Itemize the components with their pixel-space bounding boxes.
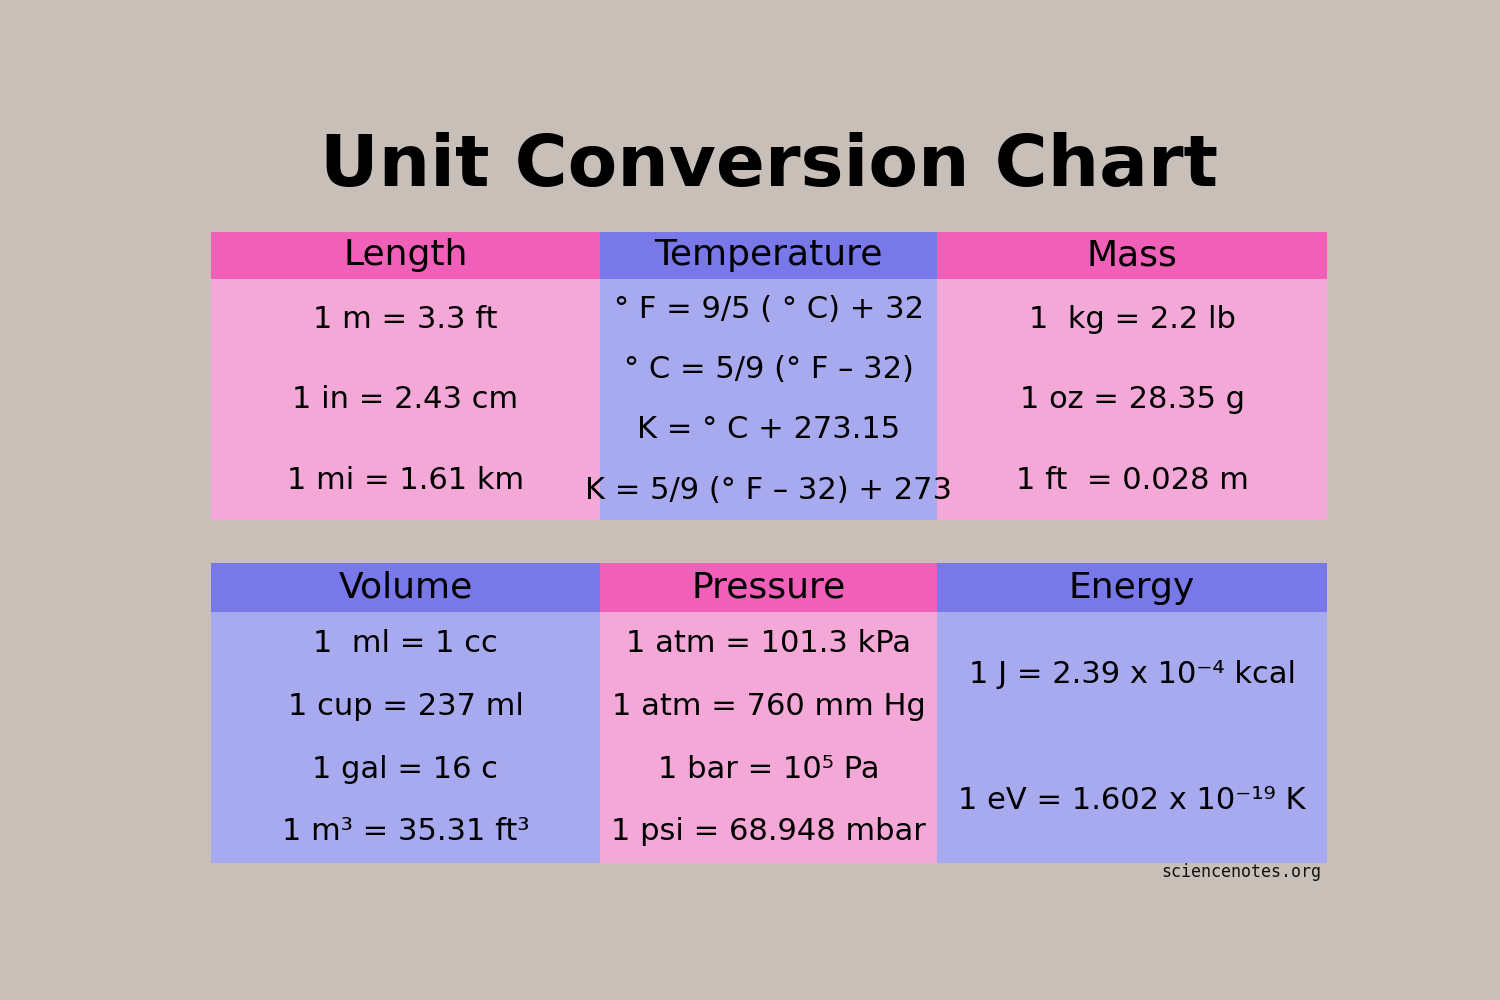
Text: 1 bar = 10⁵ Pa: 1 bar = 10⁵ Pa: [658, 755, 879, 784]
Text: K = 5/9 (° F – 32) + 273: K = 5/9 (° F – 32) + 273: [585, 476, 952, 505]
Text: Temperature: Temperature: [654, 238, 884, 272]
FancyBboxPatch shape: [938, 279, 1326, 520]
Text: Energy: Energy: [1070, 571, 1196, 605]
FancyBboxPatch shape: [938, 232, 1326, 279]
Text: ° F = 9/5 ( ° C) + 32: ° F = 9/5 ( ° C) + 32: [614, 295, 924, 324]
Text: Volume: Volume: [339, 571, 472, 605]
Text: ° C = 5/9 (° F – 32): ° C = 5/9 (° F – 32): [624, 355, 914, 384]
Text: 1 mi = 1.61 km: 1 mi = 1.61 km: [286, 466, 524, 495]
Text: Unit Conversion Chart: Unit Conversion Chart: [320, 132, 1218, 201]
FancyBboxPatch shape: [600, 563, 938, 612]
FancyBboxPatch shape: [210, 232, 600, 279]
Text: 1 atm = 101.3 kPa: 1 atm = 101.3 kPa: [627, 629, 910, 658]
FancyBboxPatch shape: [600, 279, 938, 520]
FancyBboxPatch shape: [600, 232, 938, 279]
FancyBboxPatch shape: [938, 563, 1326, 612]
Text: 1  kg = 2.2 lb: 1 kg = 2.2 lb: [1029, 305, 1236, 334]
Text: 1 J = 2.39 x 10⁻⁴ kcal: 1 J = 2.39 x 10⁻⁴ kcal: [969, 660, 1296, 689]
Text: 1 m³ = 35.31 ft³: 1 m³ = 35.31 ft³: [282, 817, 530, 846]
Text: Length: Length: [344, 238, 468, 272]
Text: 1 psi = 68.948 mbar: 1 psi = 68.948 mbar: [612, 817, 926, 846]
Text: 1 oz = 28.35 g: 1 oz = 28.35 g: [1020, 385, 1245, 414]
FancyBboxPatch shape: [938, 612, 1326, 863]
FancyBboxPatch shape: [210, 612, 600, 863]
Text: Pressure: Pressure: [692, 571, 846, 605]
Text: 1 gal = 16 c: 1 gal = 16 c: [312, 755, 498, 784]
Text: sciencenotes.org: sciencenotes.org: [1161, 863, 1322, 881]
FancyBboxPatch shape: [600, 612, 938, 863]
Text: K = ° C + 273.15: K = ° C + 273.15: [638, 415, 900, 444]
Text: 1 eV = 1.602 x 10⁻¹⁹ K: 1 eV = 1.602 x 10⁻¹⁹ K: [958, 786, 1306, 815]
Text: 1 in = 2.43 cm: 1 in = 2.43 cm: [292, 385, 519, 414]
FancyBboxPatch shape: [210, 563, 600, 612]
Text: 1 atm = 760 mm Hg: 1 atm = 760 mm Hg: [612, 692, 926, 721]
Text: 1 ft  = 0.028 m: 1 ft = 0.028 m: [1016, 466, 1248, 495]
Text: 1 m = 3.3 ft: 1 m = 3.3 ft: [314, 305, 498, 334]
FancyBboxPatch shape: [210, 279, 600, 520]
Text: 1 cup = 237 ml: 1 cup = 237 ml: [288, 692, 524, 721]
Text: Mass: Mass: [1086, 238, 1178, 272]
Text: 1  ml = 1 cc: 1 ml = 1 cc: [314, 629, 498, 658]
